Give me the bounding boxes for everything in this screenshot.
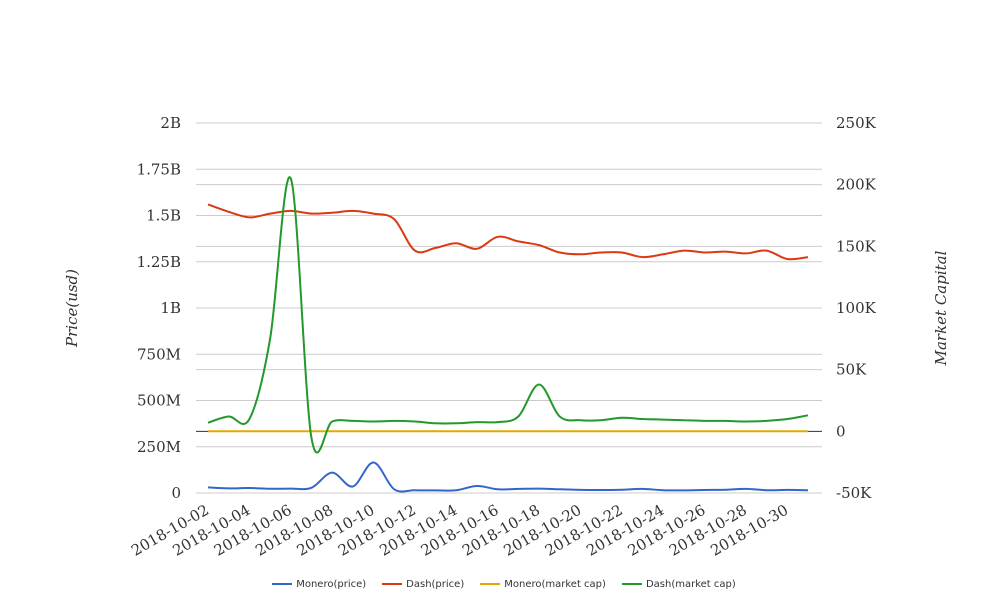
legend-label: Monero(market cap): [504, 578, 606, 590]
series-lines: [207, 176, 809, 493]
left-axis-ticks: 0 250M 500M 750M 1B 1.25B 1.5B 1.75B 2B: [137, 114, 181, 502]
y-left-tick-label: 750M: [137, 345, 181, 363]
legend-label: Monero(price): [296, 578, 367, 590]
y-left-tick-label: 1B: [160, 299, 181, 317]
legend-label: Dash(price): [406, 578, 465, 590]
right-axis-ticks: -50K 0 50K 100K 150K 200K 250K: [836, 114, 877, 502]
y-left-tick-label: 1.25B: [137, 253, 181, 271]
y-left-tick-label: 500M: [137, 392, 181, 410]
y-right-tick-label: 50K: [836, 361, 867, 379]
y-axis-right-title: Market Capital: [932, 250, 950, 366]
legend-item-dash-market-cap[interactable]: Dash(market cap): [621, 578, 736, 590]
legend-swatch: [621, 583, 642, 585]
y-right-tick-label: 0: [836, 422, 846, 440]
y-left-tick-label: 1.75B: [137, 160, 181, 178]
y-right-tick-label: 100K: [836, 299, 877, 317]
y-left-tick-label: 1.5B: [146, 207, 181, 225]
series-line-dash-market-cap: [207, 176, 809, 454]
y-left-tick-label: 250M: [137, 438, 181, 456]
y-left-tick-label: 0: [171, 484, 181, 502]
series-line-monero-price: [207, 461, 809, 493]
series-line-dash-price: [207, 203, 809, 261]
legend: Monero(price) Dash(price) Monero(market ca…: [0, 576, 1008, 592]
legend-item-dash-price[interactable]: Dash(price): [382, 579, 464, 590]
x-axis-ticks: 2018-10-022018-10-042018-10-062018-10-08…: [128, 501, 791, 560]
legend-swatch: [480, 583, 501, 585]
y-right-tick-label: 200K: [836, 176, 877, 194]
legend-item-monero-market-cap[interactable]: Monero(market cap): [480, 579, 606, 590]
legend-label: Dash(market cap): [645, 578, 736, 590]
y-axis-left-title: Price(usd): [63, 269, 81, 348]
y-right-tick-label: 250K: [836, 114, 877, 132]
y-right-tick-label: 150K: [836, 237, 877, 255]
legend-swatch: [382, 583, 403, 585]
y-right-tick-label: -50K: [836, 484, 872, 502]
legend-swatch: [272, 583, 293, 585]
y-left-tick-label: 2B: [160, 114, 181, 132]
legend-item-monero-price[interactable]: Monero(price): [272, 579, 366, 590]
